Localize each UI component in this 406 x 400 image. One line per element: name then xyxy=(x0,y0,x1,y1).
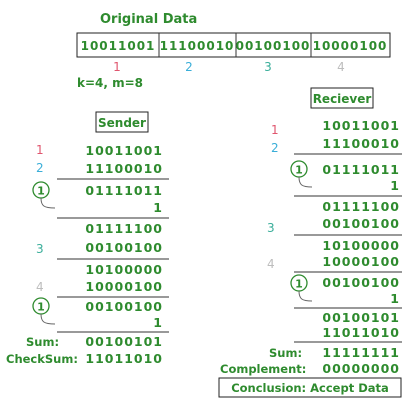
sender-row-bits: 1 xyxy=(153,200,163,215)
data-cell-bits: 10011001 xyxy=(81,39,156,53)
sender-row-bits: 10100000 xyxy=(85,262,163,277)
carry-arrow xyxy=(40,313,56,325)
data-cell-index: 4 xyxy=(337,60,345,74)
carry-digit: 1 xyxy=(37,301,45,314)
sender-row-bits: 00100100 xyxy=(85,240,163,255)
carry-digit: 1 xyxy=(295,164,303,177)
conclusion-text: Conclusion: Accept Data xyxy=(231,381,389,395)
sender-row-bits: 11100010 xyxy=(85,161,163,176)
sender-checksum-bits: 11011010 xyxy=(85,351,163,366)
receiver-row-bits: 00100100 xyxy=(322,275,400,290)
conclusion-box xyxy=(218,377,402,398)
receiver-row-index: 1 xyxy=(271,123,279,137)
carry-digit: 1 xyxy=(295,278,303,291)
sender-row-bits: 01111100 xyxy=(85,221,163,236)
receiver-row-bits: 1 xyxy=(390,178,400,193)
receiver-sum-bits: 11111111 xyxy=(322,345,400,360)
receiver-row-index: 2 xyxy=(271,141,279,155)
receiver-complement-bits: 00000000 xyxy=(322,361,400,376)
receiver-row-bits: 10000100 xyxy=(322,254,400,269)
receiver-title: Reciever xyxy=(313,92,372,106)
data-cell-index: 2 xyxy=(185,60,193,74)
diagram-title: Original Data xyxy=(100,12,197,27)
sender-row-bits: 00100100 xyxy=(85,299,163,314)
data-cell-bits: 00100100 xyxy=(236,39,311,53)
carry-arrow xyxy=(298,290,313,302)
receiver-row-bits: 01111100 xyxy=(322,199,400,214)
receiver-row-index: 4 xyxy=(267,257,275,271)
carry-digit: 1 xyxy=(37,185,45,198)
receiver-title-box xyxy=(310,87,374,109)
data-cell-bits: 11100010 xyxy=(160,39,235,53)
sender-row-index: 2 xyxy=(36,161,44,175)
receiver-row-bits: 1 xyxy=(390,291,400,306)
sender-row-bits: 10000100 xyxy=(85,279,163,294)
sender-title-box xyxy=(95,111,149,133)
sender-panel: Sender 1 10011001 2 11100010 1 01111011 … xyxy=(6,111,169,366)
sender-sum-bits: 00100101 xyxy=(85,334,163,349)
carry-arrow xyxy=(298,176,313,188)
receiver-row-bits: 01111011 xyxy=(322,162,400,177)
receiver-row-bits: 11011010 xyxy=(322,325,400,340)
receiver-row-bits: 00100100 xyxy=(322,216,400,231)
sender-checksum-label: CheckSum: xyxy=(6,352,78,366)
sender-sum-label: Sum: xyxy=(26,335,59,349)
data-table-frame xyxy=(76,32,391,58)
parameters-label: k=4, m=8 xyxy=(77,76,143,90)
sender-row-bits: 01111011 xyxy=(85,183,163,198)
receiver-row-bits: 10011001 xyxy=(322,118,400,133)
carry-arrow xyxy=(40,197,56,209)
sender-row-bits: 10011001 xyxy=(85,143,163,158)
receiver-sum-label: Sum: xyxy=(269,346,302,360)
receiver-row-bits: 10100000 xyxy=(322,238,400,253)
receiver-row-index: 3 xyxy=(267,221,275,235)
sender-row-index: 3 xyxy=(36,242,44,256)
receiver-row-bits: 00100101 xyxy=(322,310,400,325)
sender-title: Sender xyxy=(98,116,146,130)
receiver-row-bits: 11100010 xyxy=(322,136,400,151)
sender-row-index: 4 xyxy=(36,280,44,294)
data-cell-index: 3 xyxy=(264,60,272,74)
sender-row-bits: 1 xyxy=(153,315,163,330)
original-data-table: 10011001 11100010 00100100 10000100 1 2 … xyxy=(76,32,391,74)
receiver-complement-label: Complement: xyxy=(220,362,306,376)
receiver-panel: Reciever 1 10011001 2 11100010 1 0111101… xyxy=(218,87,402,398)
data-cell-bits: 10000100 xyxy=(313,39,388,53)
data-cell-index: 1 xyxy=(113,60,121,74)
sender-row-index: 1 xyxy=(36,143,44,157)
